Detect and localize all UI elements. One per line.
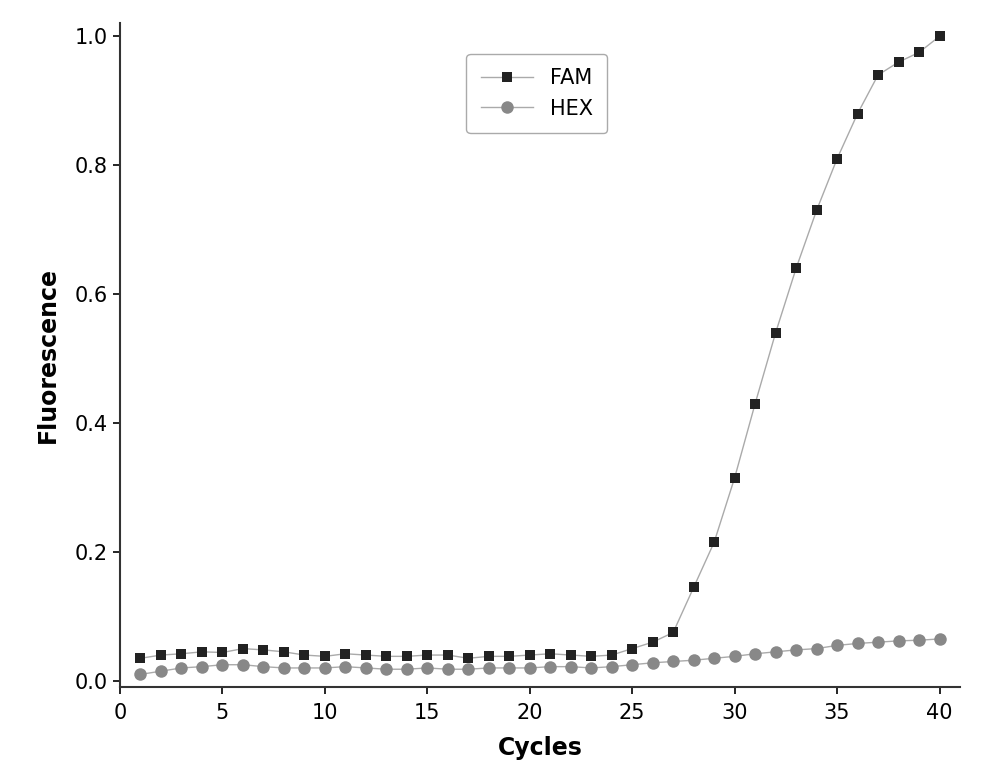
FAM [503, 651, 515, 661]
FAM [811, 205, 823, 215]
HEX [729, 651, 741, 661]
FAM [893, 58, 905, 67]
X-axis label: Cycles: Cycles [498, 736, 582, 761]
HEX [319, 663, 331, 672]
FAM [175, 649, 187, 658]
FAM [237, 644, 249, 653]
FAM [913, 48, 925, 57]
HEX [667, 657, 679, 666]
Line: FAM: FAM [136, 31, 944, 663]
HEX [770, 647, 782, 657]
HEX [421, 663, 433, 672]
FAM [565, 651, 577, 660]
FAM [667, 628, 679, 637]
HEX [565, 662, 577, 672]
HEX [339, 662, 351, 672]
FAM [462, 654, 474, 663]
FAM [749, 399, 761, 408]
FAM [483, 651, 495, 661]
FAM [524, 651, 536, 660]
FAM [585, 651, 597, 661]
HEX [237, 660, 249, 669]
HEX [893, 637, 905, 646]
FAM [708, 537, 720, 547]
HEX [606, 662, 618, 672]
FAM [442, 651, 454, 660]
Y-axis label: Fluorescence: Fluorescence [36, 267, 60, 444]
FAM [380, 651, 392, 661]
HEX [524, 663, 536, 672]
HEX [749, 649, 761, 658]
HEX [503, 663, 515, 672]
HEX [647, 658, 659, 668]
FAM [729, 473, 741, 483]
FAM [216, 647, 228, 657]
HEX [360, 663, 372, 672]
HEX [626, 660, 638, 669]
FAM [134, 654, 146, 663]
FAM [544, 649, 556, 658]
HEX [175, 663, 187, 672]
FAM [647, 637, 659, 647]
FAM [770, 328, 782, 337]
HEX [872, 637, 884, 647]
HEX [544, 662, 556, 672]
HEX [852, 639, 864, 648]
HEX [831, 640, 843, 650]
HEX [155, 666, 167, 676]
HEX [913, 636, 925, 645]
Line: HEX: HEX [134, 633, 946, 680]
FAM [934, 32, 946, 41]
FAM [155, 651, 167, 660]
HEX [216, 660, 228, 669]
FAM [688, 583, 700, 592]
HEX [585, 663, 597, 672]
FAM [401, 651, 413, 661]
FAM [790, 264, 802, 273]
HEX [790, 645, 802, 654]
HEX [401, 665, 413, 674]
FAM [626, 644, 638, 653]
FAM [196, 647, 208, 657]
HEX [196, 662, 208, 672]
HEX [257, 662, 269, 672]
FAM [360, 651, 372, 660]
HEX [298, 663, 310, 672]
FAM [257, 645, 269, 654]
FAM [319, 651, 331, 661]
HEX [278, 663, 290, 672]
FAM [852, 109, 864, 119]
HEX [442, 665, 454, 674]
FAM [339, 649, 351, 658]
HEX [380, 665, 392, 674]
HEX [708, 654, 720, 663]
HEX [688, 655, 700, 665]
HEX [483, 663, 495, 672]
FAM [606, 651, 618, 660]
HEX [934, 634, 946, 644]
FAM [872, 70, 884, 80]
HEX [811, 644, 823, 653]
HEX [462, 665, 474, 674]
FAM [298, 651, 310, 660]
Legend: FAM, HEX: FAM, HEX [466, 54, 607, 134]
FAM [831, 154, 843, 163]
FAM [278, 647, 290, 657]
HEX [134, 669, 146, 679]
FAM [421, 651, 433, 660]
